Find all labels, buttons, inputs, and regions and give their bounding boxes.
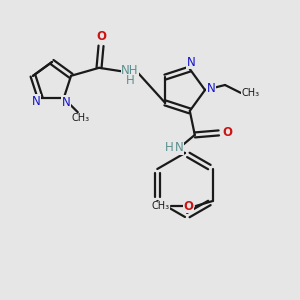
Text: N: N bbox=[186, 56, 195, 69]
Text: H: H bbox=[126, 74, 134, 87]
Text: CH₃: CH₃ bbox=[72, 113, 90, 123]
Text: N: N bbox=[207, 82, 215, 95]
Text: O: O bbox=[223, 126, 233, 140]
Text: N: N bbox=[61, 96, 70, 109]
Text: O: O bbox=[96, 30, 106, 43]
Text: CH₃: CH₃ bbox=[242, 88, 260, 98]
Text: N: N bbox=[32, 95, 40, 108]
Text: N: N bbox=[174, 141, 183, 154]
Text: H: H bbox=[164, 141, 173, 154]
Text: O: O bbox=[184, 200, 194, 212]
Text: CH₃: CH₃ bbox=[152, 201, 170, 211]
Text: NH: NH bbox=[121, 64, 139, 77]
